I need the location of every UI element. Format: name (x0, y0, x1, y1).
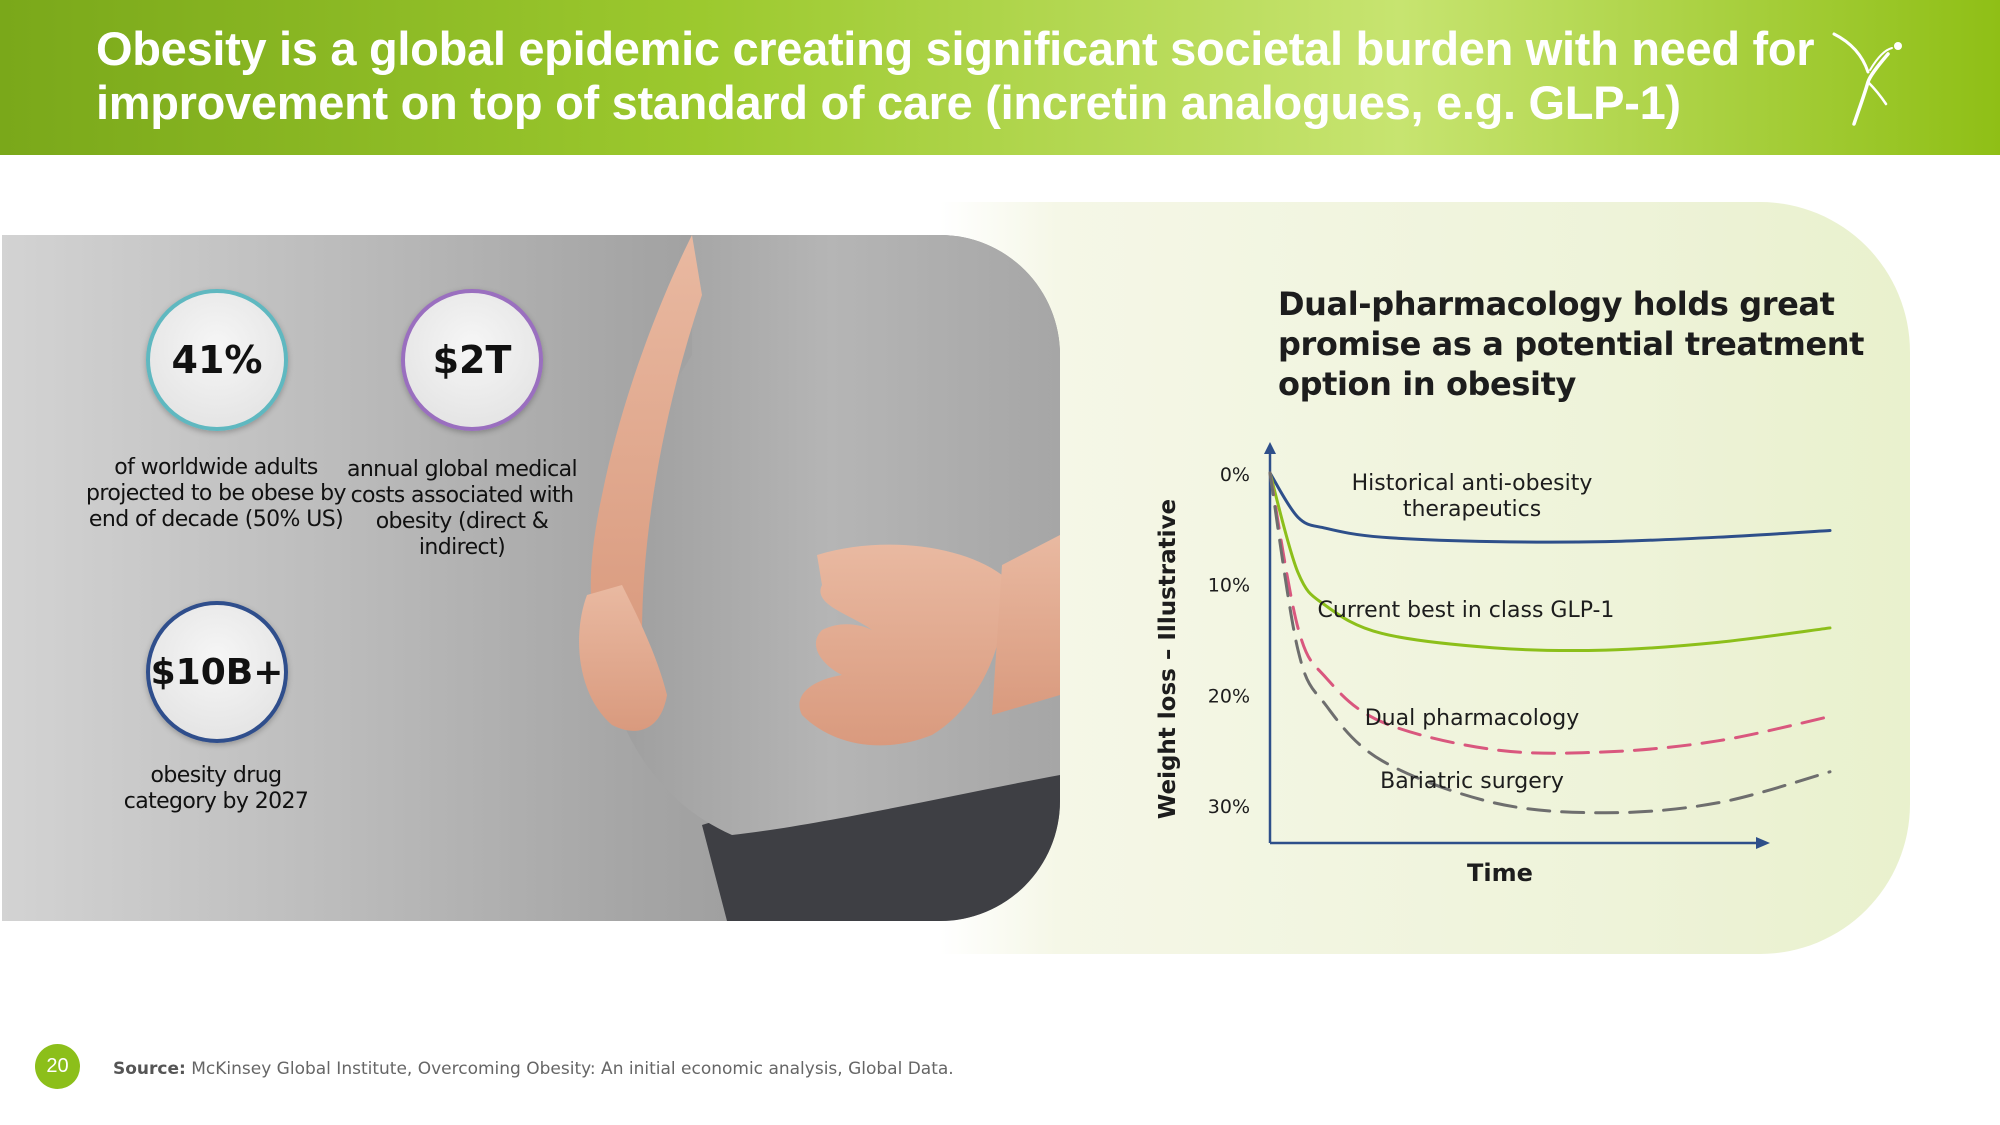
series-label: Historical anti-obesity therapeutics (1352, 471, 1593, 522)
series-line (1268, 471, 1832, 755)
chart-title: Dual-pharmacology holds great promise as… (1278, 285, 1865, 403)
header-banner: Obesity is a global epidemic creating si… (0, 0, 2000, 155)
y-axis-arrow-icon (1264, 442, 1276, 454)
y-tick-label: 0% (1220, 464, 1250, 486)
x-axis-arrow-icon (1756, 837, 1770, 849)
torso-photo (579, 235, 1060, 921)
chart-panel (940, 202, 1910, 954)
stat-circle-drug-category: $10B+ (146, 601, 288, 743)
y-tick-label: 20% (1208, 685, 1250, 707)
series-label: Current best in class GLP-1 (1318, 598, 1615, 623)
photo-panel: 41% of worldwide adults projected to be … (2, 235, 1060, 921)
y-tick-label: 30% (1208, 796, 1250, 818)
stat-description-drug-category: obesity drug category by 2027 (123, 763, 309, 814)
page-title: Obesity is a global epidemic creating si… (96, 22, 1815, 129)
series-line (1268, 471, 1832, 815)
source-text: McKinsey Global Institute, Overcoming Ob… (191, 1059, 954, 1079)
stat-description-costs: annual global medical costs associated w… (346, 457, 578, 560)
stat-circle-adults: 41% (146, 289, 288, 431)
series-line (1268, 471, 1832, 653)
stat-description-adults: of worldwide adults projected to be obes… (86, 455, 347, 532)
series-label: Dual pharmacology (1365, 706, 1580, 731)
y-axis-label: Weight loss – Illustrative (1155, 499, 1181, 819)
company-logo-icon (1832, 32, 1902, 126)
source-label: Source: (113, 1059, 186, 1079)
page-number: 20 (35, 1044, 80, 1089)
series-line (1268, 471, 1832, 544)
series-label: Bariatric surgery (1380, 769, 1564, 794)
weight-loss-chart: 0% 10% 20% 30% Weight loss – Illustrative Tim… (1155, 442, 1832, 887)
stat-circle-costs: $2T (401, 289, 543, 431)
source-note: Source: McKinsey Global Institute, Overc… (113, 1059, 954, 1079)
x-axis-label: Time (1467, 859, 1533, 887)
y-tick-label: 10% (1208, 575, 1250, 597)
